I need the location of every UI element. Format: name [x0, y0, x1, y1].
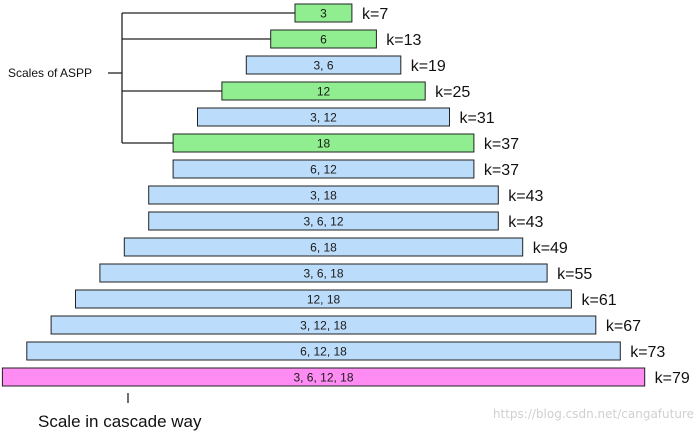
- k-value-5: k=31: [460, 110, 495, 127]
- k-value-1: k=7: [362, 6, 388, 23]
- bar-aspp-6: [172, 133, 475, 153]
- bar-aspp-2: [270, 29, 377, 49]
- k-value-3: k=19: [411, 58, 446, 75]
- k-value-15: k=79: [655, 370, 690, 387]
- bar-aspp-4: [221, 81, 426, 101]
- aspp-label: Scales of ASPP: [8, 66, 92, 80]
- bar-label-8: 3, 18: [310, 189, 337, 203]
- bar-aspp-1: [294, 3, 353, 23]
- bar-cascade-10: [123, 237, 524, 257]
- bar-label-4: 12: [317, 85, 331, 99]
- watermark: https://blog.csdn.net/cangafuture: [493, 407, 694, 421]
- k-value-12: k=61: [582, 292, 617, 309]
- bar-label-3: 3, 6: [313, 59, 333, 73]
- bar-cascade-14: [26, 341, 621, 361]
- bar-full-15: [1, 367, 646, 387]
- bar-cascade-3: [245, 55, 402, 75]
- k-value-6: k=37: [484, 136, 519, 153]
- bar-cascade-8: [148, 185, 499, 205]
- bar-label-5: 3, 12: [310, 111, 337, 125]
- k-value-9: k=43: [508, 214, 543, 231]
- k-value-2: k=13: [386, 32, 421, 49]
- k-value-4: k=25: [435, 84, 470, 101]
- bar-label-6: 18: [317, 137, 331, 151]
- bar-cascade-12: [75, 289, 572, 309]
- bar-cascade-7: [172, 159, 475, 179]
- bar-label-7: 6, 12: [310, 163, 337, 177]
- bar-label-12: 12, 18: [307, 293, 341, 307]
- bar-label-1: 3: [320, 7, 327, 21]
- bar-cascade-13: [50, 315, 597, 335]
- bar-label-15: 3, 6, 12, 18: [293, 371, 353, 385]
- bar-cascade-5: [197, 107, 450, 127]
- bar-cascade-11: [99, 263, 548, 283]
- bar-label-10: 6, 18: [310, 241, 337, 255]
- bar-cascade-9: [148, 211, 499, 231]
- k-value-14: k=73: [630, 344, 665, 361]
- aspp-bracket: [108, 12, 295, 144]
- bar-label-9: 3, 6, 12: [303, 215, 343, 229]
- k-value-11: k=55: [557, 266, 592, 283]
- k-value-10: k=49: [533, 240, 568, 257]
- k-value-13: k=67: [606, 318, 641, 335]
- k-value-8: k=43: [508, 188, 543, 205]
- bar-label-11: 3, 6, 18: [303, 267, 343, 281]
- bar-label-14: 6, 12, 18: [300, 345, 347, 359]
- bar-label-13: 3, 12, 18: [300, 319, 347, 333]
- bars-group: 3 k=7 6 k=13 3, 6 k=19 12 k=25 3, 12 k=31 18 k=37 6,…: [1, 3, 690, 387]
- k-value-7: k=37: [484, 162, 519, 179]
- cascade-label: Scale in cascade way: [38, 412, 202, 431]
- bar-label-2: 6: [320, 33, 327, 47]
